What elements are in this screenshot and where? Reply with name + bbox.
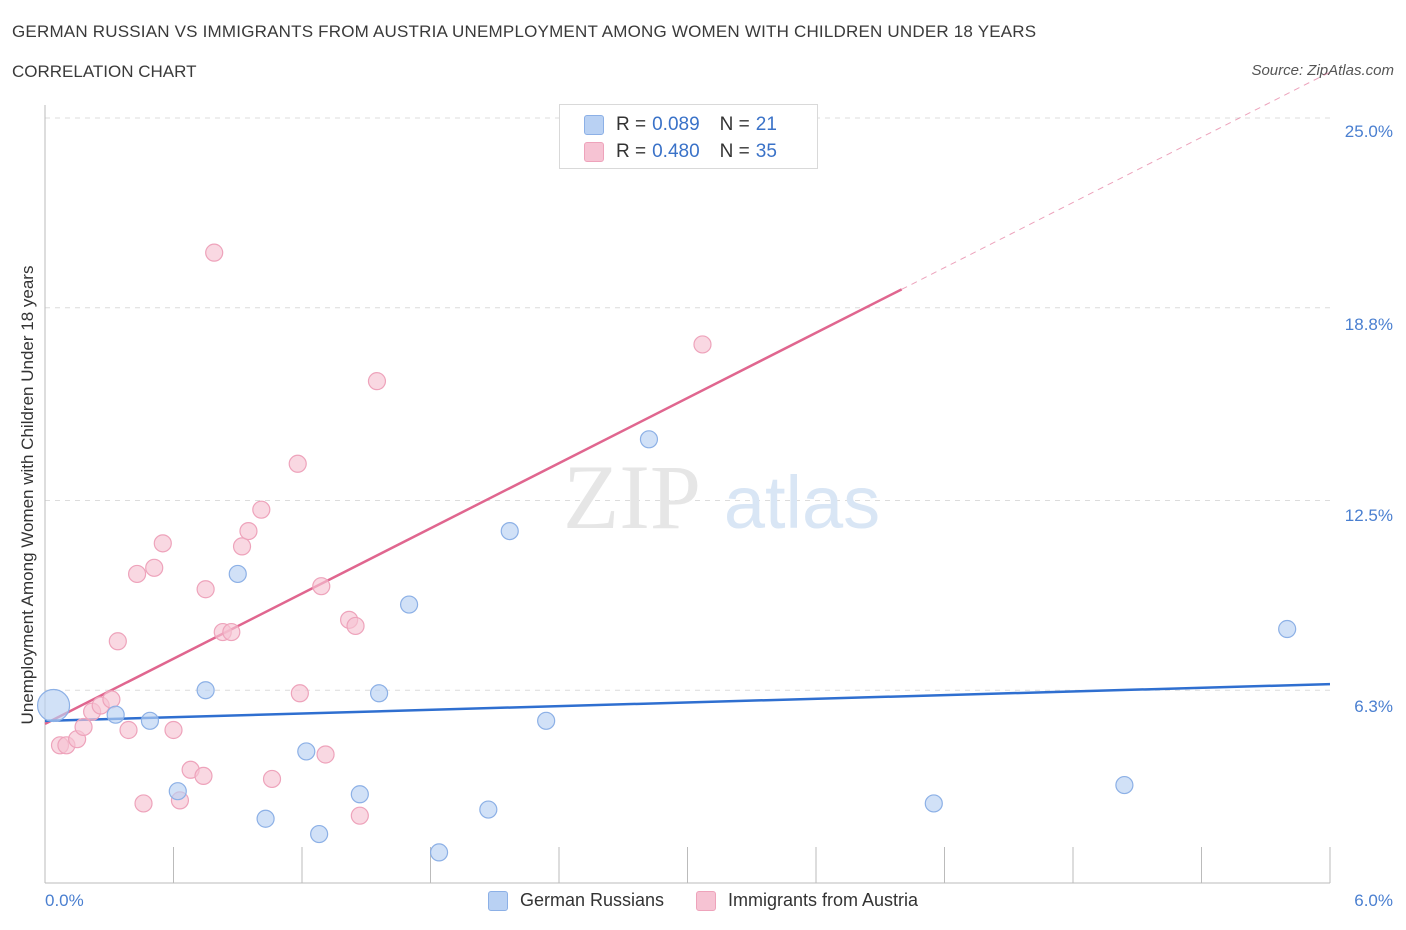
point-immigrants-austria <box>119 720 138 740</box>
axes <box>44 105 1331 884</box>
legend-n-label: N = <box>719 114 750 135</box>
point-immigrants-austria <box>108 632 127 651</box>
point-immigrants-austria <box>232 537 252 556</box>
point-immigrants-austria <box>350 806 369 825</box>
point-immigrants-austria <box>102 690 121 709</box>
point-german-russians <box>310 824 329 844</box>
point-immigrants-austria <box>196 580 215 599</box>
trend-lines <box>44 71 1331 725</box>
grid-lines <box>45 117 1330 691</box>
legend-r-label: R = <box>616 141 647 162</box>
point-german-russians <box>429 843 449 862</box>
y-tick-label: 25.0% <box>1344 122 1393 141</box>
legend-swatch-blue <box>487 890 508 911</box>
legend-label: German Russians <box>519 890 664 910</box>
x-tick-label: 6.0% <box>1354 891 1393 910</box>
point-german-russians <box>399 595 419 614</box>
point-immigrants-austria <box>205 243 224 262</box>
legend-row-german-russians: R = 0.089 N = 21 <box>584 114 777 136</box>
legend-swatch-pink <box>696 890 716 911</box>
y-tick-label: 6.3% <box>1354 697 1393 716</box>
watermark: ZIP atlas <box>563 446 880 548</box>
point-german-russians <box>140 711 160 730</box>
point-german-russians <box>370 684 389 703</box>
point-immigrants-austria <box>262 769 282 789</box>
point-immigrants-austria <box>134 794 153 813</box>
point-immigrants-austria <box>239 521 258 541</box>
trend-line-german-russians <box>44 682 1331 723</box>
y-axis-label: Unemployment Among Women with Children U… <box>18 265 37 725</box>
legend-r-label: R = <box>616 114 647 135</box>
point-german-russians <box>168 782 187 801</box>
chart-source: Source: ZipAtlas.com <box>1251 62 1394 79</box>
x-tick-label: 0.0% <box>45 891 84 910</box>
point-german-russians <box>500 521 519 541</box>
point-german-russians <box>106 705 125 724</box>
point-immigrants-austria <box>145 558 164 577</box>
point-immigrants-austria <box>312 577 331 596</box>
legend-n-label: N = <box>719 141 750 162</box>
point-german-russians <box>36 688 71 723</box>
point-immigrants-austria <box>693 335 712 354</box>
point-immigrants-austria <box>74 717 93 737</box>
point-immigrants-austria <box>222 622 241 642</box>
series-legend: German Russians Immigrants from Austria <box>0 890 1406 911</box>
legend-n-value: 21 <box>755 114 777 135</box>
point-german-russians <box>297 742 316 761</box>
point-german-russians <box>924 794 943 813</box>
legend-item-immigrants-austria: Immigrants from Austria <box>696 890 918 911</box>
point-immigrants-austria <box>127 564 147 584</box>
point-german-russians <box>639 430 659 449</box>
point-german-russians <box>228 564 247 584</box>
point-immigrants-austria <box>288 454 307 473</box>
point-immigrants-austria <box>252 500 271 519</box>
point-immigrants-austria <box>346 616 365 636</box>
data-points <box>36 243 1297 862</box>
trend-line-immigrants-austria-extension <box>901 71 1331 290</box>
legend-swatch-pink <box>584 142 604 162</box>
point-german-russians <box>537 711 556 730</box>
watermark-zip: ZIP <box>563 446 701 548</box>
legend-r-value: 0.480 <box>652 141 700 162</box>
point-immigrants-austria <box>367 372 387 391</box>
point-immigrants-austria <box>316 745 335 764</box>
point-immigrants-austria <box>164 720 183 740</box>
point-german-russians <box>350 785 369 804</box>
chart-subtitle: CORRELATION CHART <box>12 62 197 81</box>
chart-title: GERMAN RUSSIAN VS IMMIGRANTS FROM AUSTRI… <box>12 22 1037 41</box>
legend-row-immigrants-austria: R = 0.480 N = 35 <box>584 141 777 163</box>
y-tick-label: 18.8% <box>1344 315 1393 334</box>
point-immigrants-austria <box>290 684 309 703</box>
correlation-legend: R = 0.089 N = 21 R = 0.480 N = 35 <box>559 104 818 169</box>
point-german-russians <box>196 681 215 700</box>
point-german-russians <box>1278 619 1297 639</box>
legend-item-german-russians: German Russians <box>487 890 664 911</box>
point-german-russians <box>479 800 498 819</box>
point-german-russians <box>1115 775 1134 795</box>
legend-r-value: 0.089 <box>652 114 700 135</box>
trend-line-immigrants-austria <box>44 288 903 725</box>
point-german-russians <box>256 809 275 828</box>
point-immigrants-austria <box>194 766 213 786</box>
watermark-atlas: atlas <box>724 461 880 544</box>
legend-swatch-blue <box>584 115 604 135</box>
legend-label: Immigrants from Austria <box>728 890 919 910</box>
y-tick-label: 12.5% <box>1344 506 1393 525</box>
point-immigrants-austria <box>153 534 172 553</box>
legend-n-value: 35 <box>755 141 777 162</box>
